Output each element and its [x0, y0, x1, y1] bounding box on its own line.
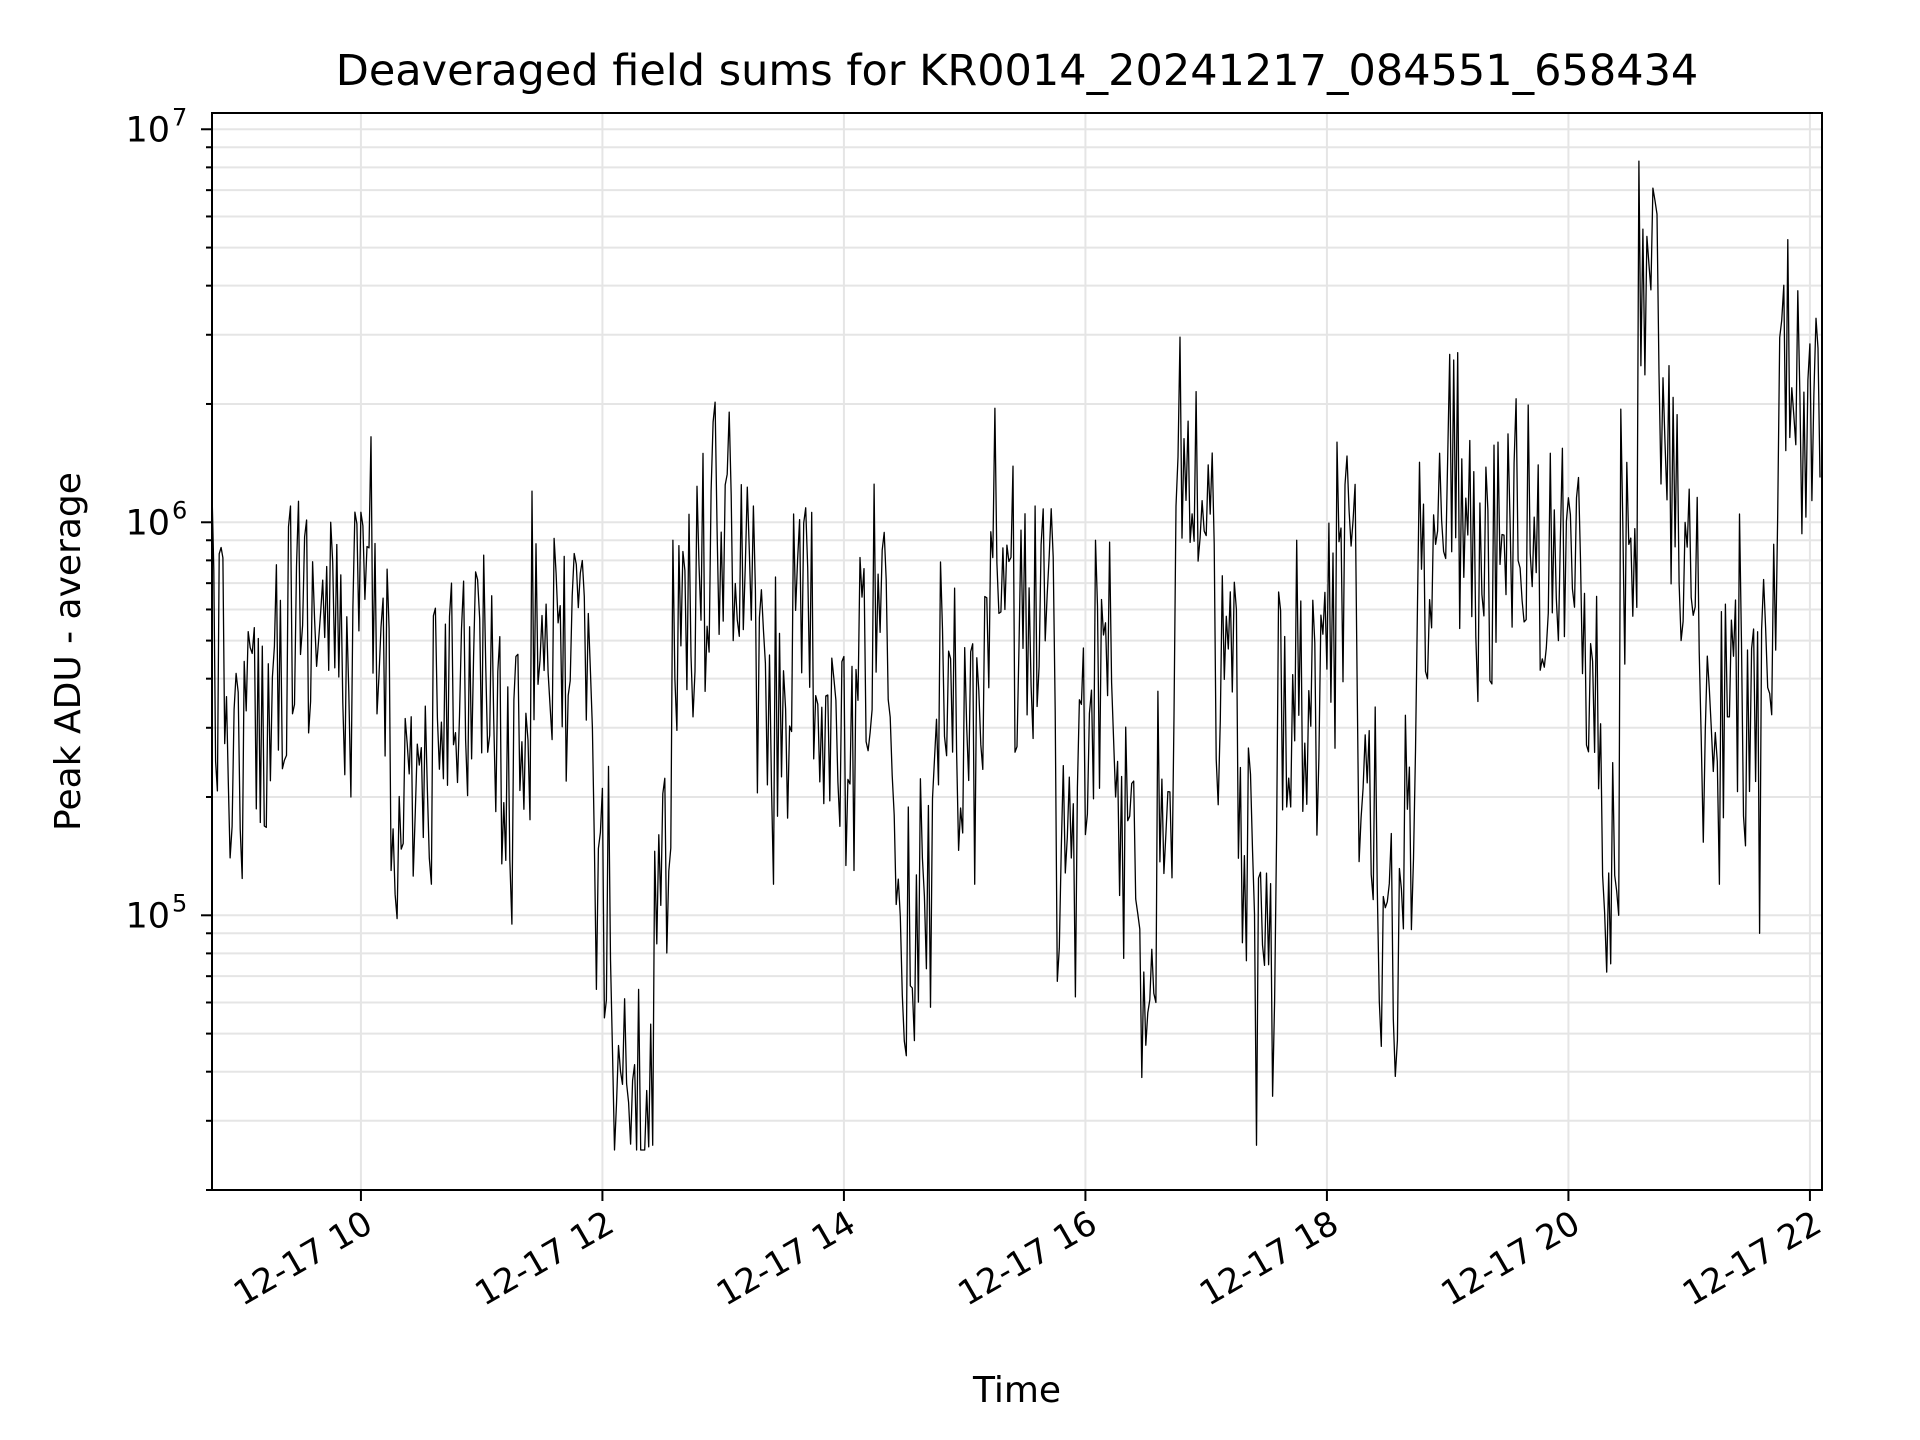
- y-tick-label: 10: [125, 110, 170, 150]
- x-tick-label: 12-17 20: [1435, 1203, 1587, 1314]
- y-tick-label: 10: [125, 503, 170, 543]
- grid: [212, 113, 1822, 1191]
- chart-title: Deaveraged field sums for KR0014_2024121…: [336, 46, 1699, 96]
- x-tick-label: 12-17 10: [227, 1203, 379, 1314]
- y-tick-exponent: 7: [172, 103, 187, 131]
- y-tick-exponent: 6: [172, 496, 187, 524]
- series-line-0: [211, 160, 1821, 1151]
- x-tick-label: 12-17 14: [710, 1203, 862, 1314]
- y-axis-label: Peak ADU - average: [48, 472, 89, 831]
- x-axis: 12-17 10 12-17 12 12-17 14 12-17 16 12-17 18…: [227, 1190, 1828, 1314]
- y-tick-exponent: 5: [172, 889, 187, 917]
- x-tick-label: 12-17 16: [952, 1203, 1104, 1314]
- series-layer: [211, 160, 1821, 1151]
- plot-frame: [211, 112, 1823, 1191]
- x-tick-label: 12-17 12: [469, 1203, 621, 1314]
- x-axis-label: Time: [972, 1370, 1061, 1411]
- x-tick-label: 12-17 22: [1676, 1203, 1828, 1314]
- y-tick-label: 10: [125, 896, 170, 936]
- x-tick-label: 12-17 18: [1193, 1203, 1345, 1314]
